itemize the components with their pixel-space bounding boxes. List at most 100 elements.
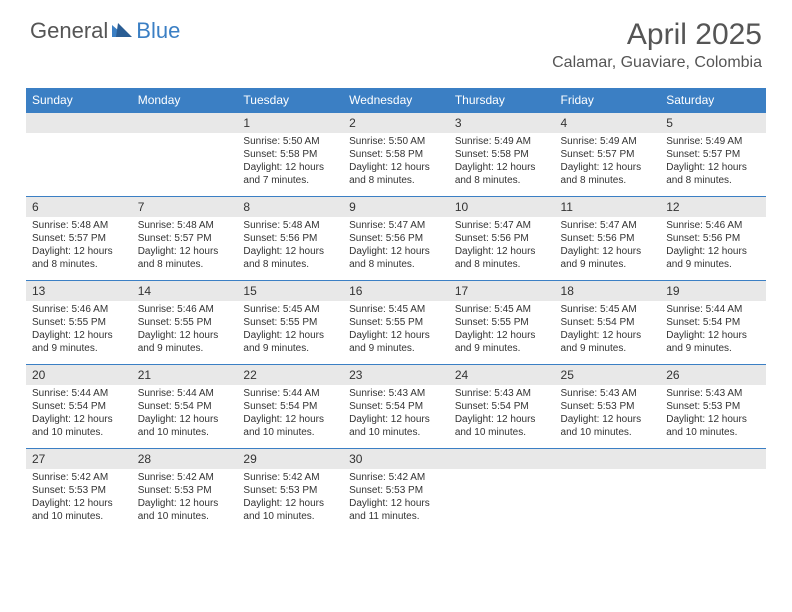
calendar-table: SundayMondayTuesdayWednesdayThursdayFrid… xyxy=(26,88,766,533)
day-number: 27 xyxy=(26,449,132,469)
day-number: 22 xyxy=(237,365,343,385)
day-cell: 15Sunrise: 5:45 AMSunset: 5:55 PMDayligh… xyxy=(237,281,343,365)
day-details: Sunrise: 5:46 AMSunset: 5:56 PMDaylight:… xyxy=(660,217,766,275)
day-details: Sunrise: 5:44 AMSunset: 5:54 PMDaylight:… xyxy=(26,385,132,443)
day-details: Sunrise: 5:43 AMSunset: 5:54 PMDaylight:… xyxy=(343,385,449,443)
day-cell: 12Sunrise: 5:46 AMSunset: 5:56 PMDayligh… xyxy=(660,197,766,281)
day-cell: 9Sunrise: 5:47 AMSunset: 5:56 PMDaylight… xyxy=(343,197,449,281)
day-details: Sunrise: 5:50 AMSunset: 5:58 PMDaylight:… xyxy=(237,133,343,191)
day-details: Sunrise: 5:44 AMSunset: 5:54 PMDaylight:… xyxy=(132,385,238,443)
day-details: Sunrise: 5:48 AMSunset: 5:57 PMDaylight:… xyxy=(26,217,132,275)
page-title: April 2025 xyxy=(552,18,762,52)
empty-day xyxy=(132,113,238,133)
day-details: Sunrise: 5:49 AMSunset: 5:57 PMDaylight:… xyxy=(555,133,661,191)
day-cell: 3Sunrise: 5:49 AMSunset: 5:58 PMDaylight… xyxy=(449,113,555,197)
day-cell: 19Sunrise: 5:44 AMSunset: 5:54 PMDayligh… xyxy=(660,281,766,365)
day-number: 19 xyxy=(660,281,766,301)
day-cell: 18Sunrise: 5:45 AMSunset: 5:54 PMDayligh… xyxy=(555,281,661,365)
day-header: Wednesday xyxy=(343,88,449,113)
day-cell: 30Sunrise: 5:42 AMSunset: 5:53 PMDayligh… xyxy=(343,449,449,533)
day-details: Sunrise: 5:46 AMSunset: 5:55 PMDaylight:… xyxy=(26,301,132,359)
day-number: 11 xyxy=(555,197,661,217)
day-details: Sunrise: 5:42 AMSunset: 5:53 PMDaylight:… xyxy=(132,469,238,527)
day-details: Sunrise: 5:43 AMSunset: 5:53 PMDaylight:… xyxy=(660,385,766,443)
day-number: 9 xyxy=(343,197,449,217)
day-details: Sunrise: 5:48 AMSunset: 5:57 PMDaylight:… xyxy=(132,217,238,275)
empty-day xyxy=(26,113,132,133)
day-header-row: SundayMondayTuesdayWednesdayThursdayFrid… xyxy=(26,88,766,113)
day-number: 23 xyxy=(343,365,449,385)
week-row: 20Sunrise: 5:44 AMSunset: 5:54 PMDayligh… xyxy=(26,365,766,449)
day-number: 14 xyxy=(132,281,238,301)
week-row: 6Sunrise: 5:48 AMSunset: 5:57 PMDaylight… xyxy=(26,197,766,281)
day-number: 7 xyxy=(132,197,238,217)
day-cell: 1Sunrise: 5:50 AMSunset: 5:58 PMDaylight… xyxy=(237,113,343,197)
logo-text-general: General xyxy=(30,18,108,44)
day-cell: 11Sunrise: 5:47 AMSunset: 5:56 PMDayligh… xyxy=(555,197,661,281)
day-header: Thursday xyxy=(449,88,555,113)
day-number: 2 xyxy=(343,113,449,133)
day-number: 10 xyxy=(449,197,555,217)
day-number: 15 xyxy=(237,281,343,301)
day-details: Sunrise: 5:46 AMSunset: 5:55 PMDaylight:… xyxy=(132,301,238,359)
week-row: 27Sunrise: 5:42 AMSunset: 5:53 PMDayligh… xyxy=(26,449,766,533)
day-number: 4 xyxy=(555,113,661,133)
day-number: 29 xyxy=(237,449,343,469)
day-cell: 26Sunrise: 5:43 AMSunset: 5:53 PMDayligh… xyxy=(660,365,766,449)
day-cell: 17Sunrise: 5:45 AMSunset: 5:55 PMDayligh… xyxy=(449,281,555,365)
day-cell: 29Sunrise: 5:42 AMSunset: 5:53 PMDayligh… xyxy=(237,449,343,533)
day-cell xyxy=(132,113,238,197)
day-details: Sunrise: 5:49 AMSunset: 5:58 PMDaylight:… xyxy=(449,133,555,191)
day-cell: 25Sunrise: 5:43 AMSunset: 5:53 PMDayligh… xyxy=(555,365,661,449)
day-cell: 14Sunrise: 5:46 AMSunset: 5:55 PMDayligh… xyxy=(132,281,238,365)
empty-day xyxy=(449,449,555,469)
day-header: Tuesday xyxy=(237,88,343,113)
day-cell: 4Sunrise: 5:49 AMSunset: 5:57 PMDaylight… xyxy=(555,113,661,197)
day-details: Sunrise: 5:47 AMSunset: 5:56 PMDaylight:… xyxy=(449,217,555,275)
day-details: Sunrise: 5:47 AMSunset: 5:56 PMDaylight:… xyxy=(343,217,449,275)
day-cell: 28Sunrise: 5:42 AMSunset: 5:53 PMDayligh… xyxy=(132,449,238,533)
day-number: 18 xyxy=(555,281,661,301)
day-details: Sunrise: 5:49 AMSunset: 5:57 PMDaylight:… xyxy=(660,133,766,191)
day-cell: 7Sunrise: 5:48 AMSunset: 5:57 PMDaylight… xyxy=(132,197,238,281)
day-cell: 22Sunrise: 5:44 AMSunset: 5:54 PMDayligh… xyxy=(237,365,343,449)
logo-text-blue: Blue xyxy=(136,18,180,44)
day-details: Sunrise: 5:44 AMSunset: 5:54 PMDaylight:… xyxy=(660,301,766,359)
day-number: 6 xyxy=(26,197,132,217)
day-details: Sunrise: 5:45 AMSunset: 5:54 PMDaylight:… xyxy=(555,301,661,359)
day-cell: 27Sunrise: 5:42 AMSunset: 5:53 PMDayligh… xyxy=(26,449,132,533)
day-cell: 20Sunrise: 5:44 AMSunset: 5:54 PMDayligh… xyxy=(26,365,132,449)
day-number: 30 xyxy=(343,449,449,469)
day-details: Sunrise: 5:45 AMSunset: 5:55 PMDaylight:… xyxy=(343,301,449,359)
day-number: 13 xyxy=(26,281,132,301)
day-cell: 16Sunrise: 5:45 AMSunset: 5:55 PMDayligh… xyxy=(343,281,449,365)
day-cell xyxy=(660,449,766,533)
day-cell xyxy=(555,449,661,533)
day-cell: 2Sunrise: 5:50 AMSunset: 5:58 PMDaylight… xyxy=(343,113,449,197)
day-cell: 6Sunrise: 5:48 AMSunset: 5:57 PMDaylight… xyxy=(26,197,132,281)
day-number: 16 xyxy=(343,281,449,301)
day-number: 5 xyxy=(660,113,766,133)
day-details: Sunrise: 5:42 AMSunset: 5:53 PMDaylight:… xyxy=(237,469,343,527)
title-block: April 2025 Calamar, Guaviare, Colombia xyxy=(552,18,762,72)
day-cell: 13Sunrise: 5:46 AMSunset: 5:55 PMDayligh… xyxy=(26,281,132,365)
logo: General Blue xyxy=(30,18,180,44)
day-cell: 24Sunrise: 5:43 AMSunset: 5:54 PMDayligh… xyxy=(449,365,555,449)
day-cell: 8Sunrise: 5:48 AMSunset: 5:56 PMDaylight… xyxy=(237,197,343,281)
day-number: 12 xyxy=(660,197,766,217)
day-details: Sunrise: 5:43 AMSunset: 5:54 PMDaylight:… xyxy=(449,385,555,443)
day-header: Saturday xyxy=(660,88,766,113)
day-cell: 10Sunrise: 5:47 AMSunset: 5:56 PMDayligh… xyxy=(449,197,555,281)
day-details: Sunrise: 5:45 AMSunset: 5:55 PMDaylight:… xyxy=(237,301,343,359)
day-cell: 5Sunrise: 5:49 AMSunset: 5:57 PMDaylight… xyxy=(660,113,766,197)
day-number: 3 xyxy=(449,113,555,133)
day-number: 25 xyxy=(555,365,661,385)
day-cell xyxy=(26,113,132,197)
location-label: Calamar, Guaviare, Colombia xyxy=(552,54,762,72)
day-details: Sunrise: 5:50 AMSunset: 5:58 PMDaylight:… xyxy=(343,133,449,191)
day-cell: 23Sunrise: 5:43 AMSunset: 5:54 PMDayligh… xyxy=(343,365,449,449)
day-number: 24 xyxy=(449,365,555,385)
day-number: 26 xyxy=(660,365,766,385)
day-details: Sunrise: 5:44 AMSunset: 5:54 PMDaylight:… xyxy=(237,385,343,443)
day-details: Sunrise: 5:42 AMSunset: 5:53 PMDaylight:… xyxy=(26,469,132,527)
